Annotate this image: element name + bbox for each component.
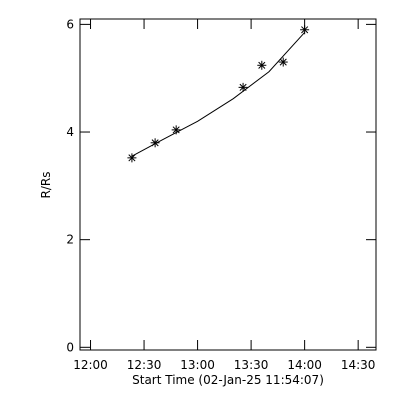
x-tick-label: 14:30	[341, 358, 376, 372]
data-point	[127, 153, 137, 163]
asterisk-stroke	[279, 58, 287, 66]
asterisk-stroke	[301, 26, 309, 34]
x-tick-label: 13:00	[180, 358, 215, 372]
data-point	[238, 82, 248, 92]
y-tick-label: 4	[66, 125, 74, 139]
asterisk-stroke	[239, 83, 247, 91]
x-axis-label: Start Time (02-Jan-25 11:54:07)	[132, 373, 324, 387]
y-tick-label: 6	[66, 17, 74, 31]
x-tick-label: 13:30	[234, 358, 269, 372]
y-axis-label: R/Rs	[39, 172, 53, 199]
asterisk-stroke	[172, 126, 180, 134]
x-tick-label: 12:00	[73, 358, 108, 372]
plot-frame	[79, 18, 377, 351]
asterisk-stroke	[258, 61, 266, 69]
x-tick-label: 12:30	[127, 358, 162, 372]
asterisk-stroke	[128, 154, 136, 162]
fit-line	[131, 32, 306, 157]
y-tick-label: 2	[66, 233, 74, 247]
data-point	[278, 57, 288, 67]
x-tick-label: 14:00	[287, 358, 322, 372]
y-tick-label: 0	[66, 340, 74, 354]
data-point	[257, 60, 267, 70]
